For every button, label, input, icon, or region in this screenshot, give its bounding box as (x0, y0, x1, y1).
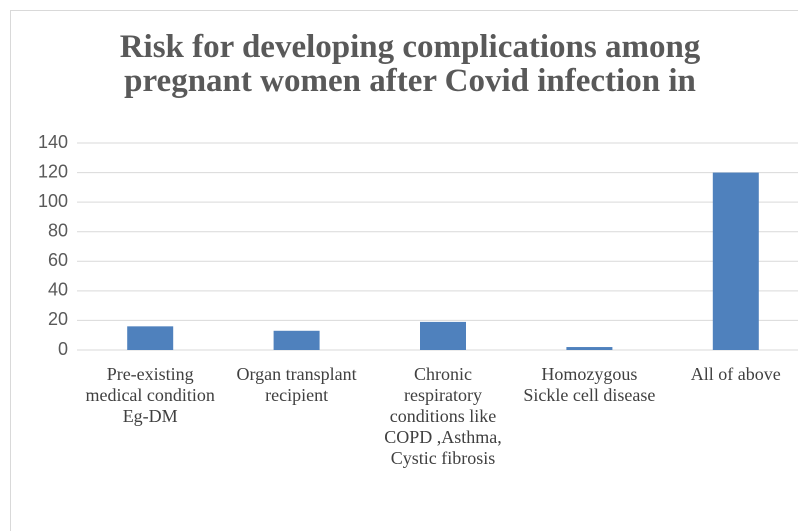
y-tick-label: 140 (38, 132, 68, 152)
bar (420, 321, 466, 350)
y-tick-label: 100 (38, 191, 68, 211)
y-tick-label: 60 (48, 250, 68, 270)
chart-border (10, 10, 798, 531)
bar (127, 326, 174, 350)
y-tick-label: 40 (48, 280, 68, 300)
y-tick-label: 120 (38, 161, 68, 181)
y-tick-label: 0 (58, 339, 68, 359)
x-tick-label: Pre-existing medical condition Eg-DM (85, 364, 215, 426)
x-tick-label: All of above (690, 364, 781, 384)
bar (273, 330, 320, 350)
y-tick-label: 20 (48, 309, 68, 329)
x-tick-label: Homozygous Sickle cell disease (523, 364, 656, 405)
bar (712, 172, 759, 350)
y-tick-label: 80 (48, 220, 68, 240)
bar (566, 347, 613, 350)
x-tick-label: Organ transplant recipient (236, 364, 357, 405)
x-tick-label: Chronic respiratory conditions like COPD… (384, 364, 502, 468)
chart-title: Risk for developing complications among … (119, 29, 701, 99)
